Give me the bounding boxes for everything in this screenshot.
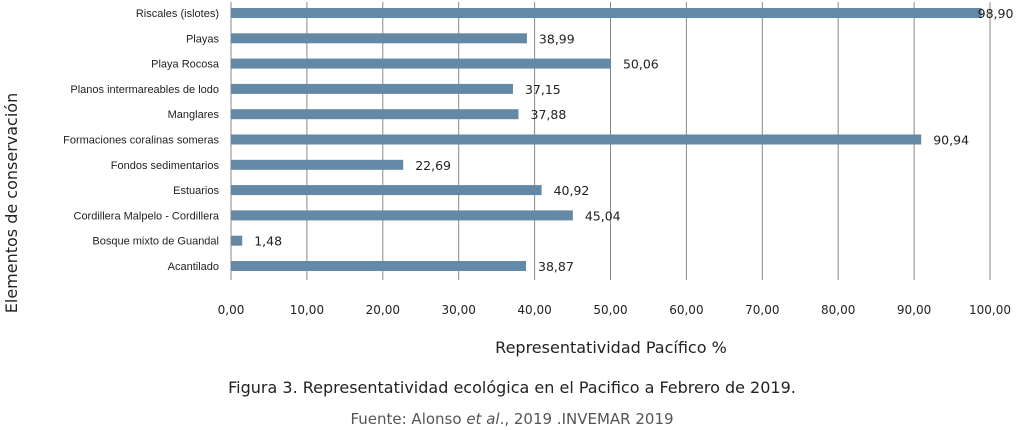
x-tick-label: 20,00 bbox=[366, 303, 400, 317]
category-label: Bosque mixto de Guandal bbox=[92, 236, 219, 248]
bar bbox=[231, 159, 404, 170]
bar bbox=[231, 83, 513, 94]
data-label: 45,04 bbox=[585, 208, 621, 223]
x-axis-title: Representatividad Pacífico % bbox=[495, 338, 727, 357]
category-label: Estuarios bbox=[173, 185, 219, 197]
source-prefix: Fuente: Alonso bbox=[350, 410, 467, 428]
category-label: Riscales (islotes) bbox=[136, 8, 219, 20]
data-label: 38,99 bbox=[539, 31, 575, 46]
category-label: Playa Rocosa bbox=[151, 59, 220, 71]
bar-chart: Riscales (islotes) Playas Playa Rocosa Plan… bbox=[2, 2, 1013, 357]
figure-source: Fuente: Alonso et al., 2019 .INVEMAR 201… bbox=[0, 410, 1024, 428]
bar bbox=[231, 8, 982, 18]
chart-bars bbox=[231, 8, 982, 271]
data-label: 1,48 bbox=[254, 234, 282, 249]
y-axis-title: Elementos de conservación bbox=[2, 93, 21, 313]
category-label: Acantilado bbox=[168, 261, 219, 273]
bar bbox=[231, 109, 519, 120]
category-label: Cordillera Malpelo - Cordillera bbox=[74, 210, 220, 222]
category-label: Playas bbox=[186, 33, 220, 45]
x-tick-label: 40,00 bbox=[517, 303, 551, 317]
category-label: Formaciones coralinas someras bbox=[63, 135, 219, 147]
x-tick-label: 0,00 bbox=[218, 303, 245, 317]
data-label: 90,94 bbox=[933, 133, 969, 148]
value-labels: 98,90 38,99 50,06 37,15 37,88 90,94 22,69 40,92… bbox=[254, 6, 1013, 274]
data-label: 37,88 bbox=[531, 107, 567, 122]
category-label: Fondos sedimentarios bbox=[111, 160, 220, 172]
x-tick-label: 90,00 bbox=[897, 303, 931, 317]
data-label: 38,87 bbox=[538, 259, 574, 274]
x-tick-label: 60,00 bbox=[669, 303, 703, 317]
bar bbox=[231, 185, 542, 196]
x-tick-label: 80,00 bbox=[821, 303, 855, 317]
bar bbox=[231, 134, 922, 145]
data-label: 50,06 bbox=[623, 57, 659, 72]
data-label: 40,92 bbox=[554, 183, 590, 198]
category-label: Manglares bbox=[168, 109, 220, 121]
category-labels: Riscales (islotes) Playas Playa Rocosa Plan… bbox=[63, 8, 220, 273]
data-label: 37,15 bbox=[525, 82, 561, 97]
bar bbox=[231, 58, 611, 69]
x-tick-label: 30,00 bbox=[442, 303, 476, 317]
x-tick-label: 100,00 bbox=[969, 303, 1011, 317]
category-label: Planos intermareables de lodo bbox=[70, 84, 219, 96]
figure-caption: Figura 3. Representatividad ecológica en… bbox=[228, 378, 796, 397]
x-axis-ticks: 0,00 10,00 20,00 30,00 40,00 50,00 60,00 70,00 8… bbox=[218, 303, 1011, 317]
x-tick-label: 70,00 bbox=[745, 303, 779, 317]
bar bbox=[231, 235, 243, 246]
data-label: 22,69 bbox=[415, 158, 451, 173]
source-suffix: ., 2019 .INVEMAR 2019 bbox=[499, 410, 674, 428]
bar bbox=[231, 261, 527, 271]
bar bbox=[231, 33, 527, 44]
data-label: 98,90 bbox=[978, 6, 1014, 21]
x-tick-label: 10,00 bbox=[290, 303, 324, 317]
source-italic: et al bbox=[466, 410, 500, 428]
bar bbox=[231, 210, 573, 221]
x-tick-label: 50,00 bbox=[593, 303, 627, 317]
